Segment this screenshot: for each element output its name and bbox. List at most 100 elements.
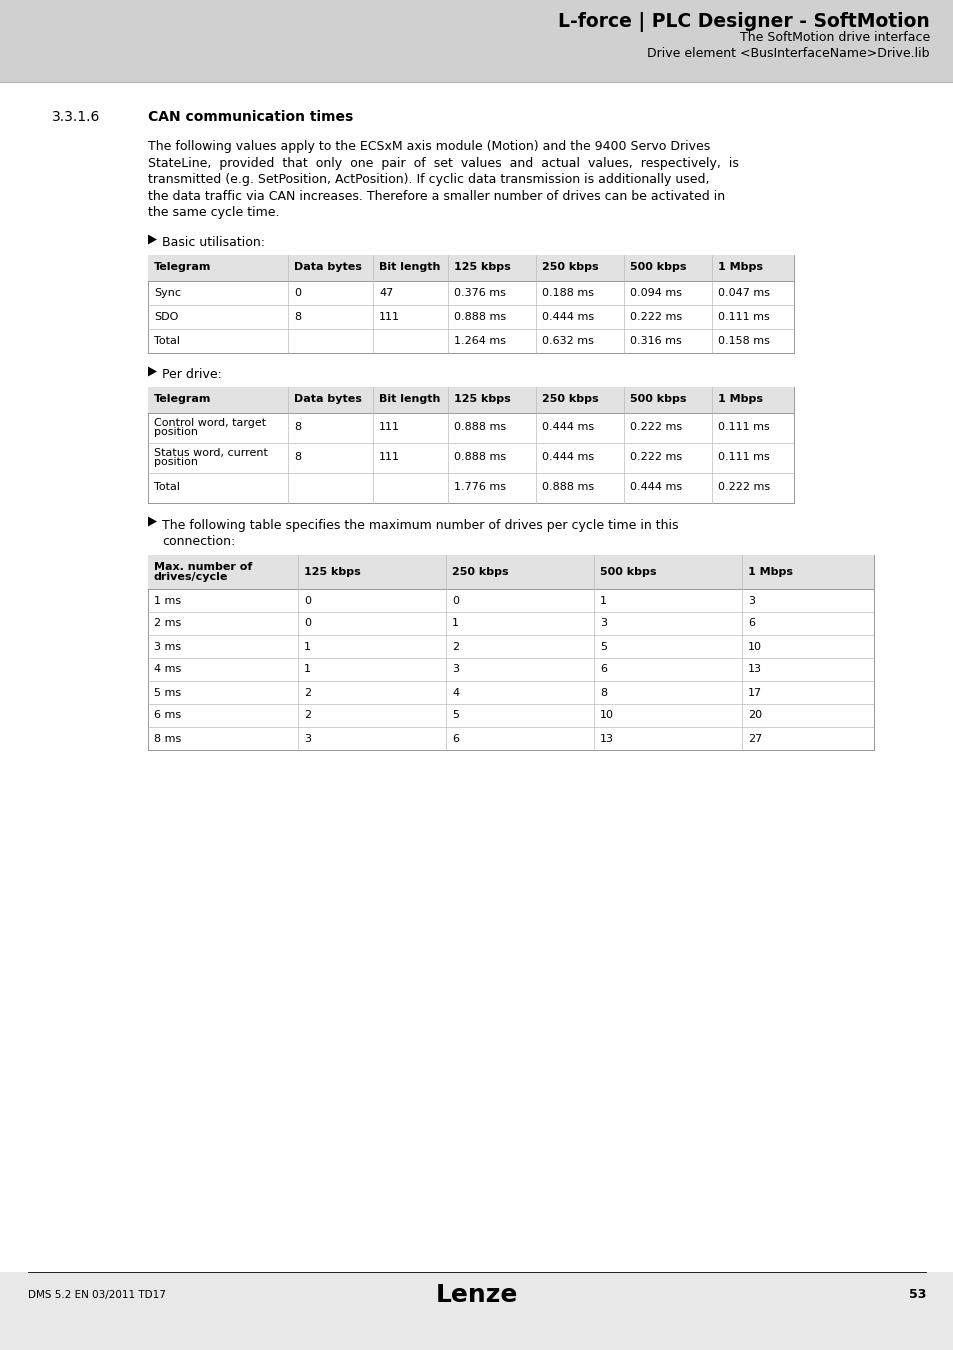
Text: 6: 6: [452, 733, 458, 744]
Text: 0: 0: [452, 595, 458, 606]
Text: 6 ms: 6 ms: [153, 710, 181, 721]
Text: The following table specifies the maximum number of drives per cycle time in thi: The following table specifies the maximu…: [162, 518, 678, 532]
Text: 111: 111: [378, 312, 399, 321]
Text: CAN communication times: CAN communication times: [148, 109, 353, 124]
Bar: [148, 255, 793, 352]
Text: Control word, target: Control word, target: [153, 418, 266, 428]
Text: 13: 13: [599, 733, 614, 744]
Text: transmitted (e.g. SetPosition, ActPosition). If cyclic data transmission is addi: transmitted (e.g. SetPosition, ActPositi…: [148, 173, 709, 186]
Text: 20: 20: [747, 710, 761, 721]
Text: 47: 47: [378, 288, 393, 297]
Text: 3.3.1.6: 3.3.1.6: [52, 109, 100, 124]
Text: 0.094 ms: 0.094 ms: [629, 288, 681, 297]
Text: 0.047 ms: 0.047 ms: [718, 288, 769, 297]
Text: Sync: Sync: [153, 288, 181, 297]
Text: 3 ms: 3 ms: [153, 641, 181, 652]
Text: the same cycle time.: the same cycle time.: [148, 207, 279, 219]
Text: 1 Mbps: 1 Mbps: [718, 262, 762, 273]
Text: Data bytes: Data bytes: [294, 394, 361, 405]
Text: Total: Total: [153, 336, 180, 346]
Polygon shape: [148, 366, 157, 377]
Text: 2: 2: [304, 710, 311, 721]
Text: 13: 13: [747, 664, 761, 675]
Bar: [148, 555, 873, 751]
Text: Per drive:: Per drive:: [162, 369, 222, 382]
Bar: [148, 255, 793, 281]
Text: 500 kbps: 500 kbps: [629, 394, 686, 405]
Text: 1 Mbps: 1 Mbps: [747, 567, 792, 576]
Bar: [0, 0, 953, 82]
Text: 8 ms: 8 ms: [153, 733, 181, 744]
Text: 4: 4: [452, 687, 458, 698]
Text: 10: 10: [747, 641, 761, 652]
Text: Telegram: Telegram: [153, 262, 212, 273]
Text: 0.158 ms: 0.158 ms: [718, 336, 769, 346]
Text: 1: 1: [304, 641, 311, 652]
Text: 0.376 ms: 0.376 ms: [454, 288, 505, 297]
Text: Data bytes: Data bytes: [294, 262, 361, 273]
Text: 0.632 ms: 0.632 ms: [541, 336, 594, 346]
Text: 0.444 ms: 0.444 ms: [541, 423, 594, 432]
Text: 0.888 ms: 0.888 ms: [454, 452, 506, 463]
Text: connection:: connection:: [162, 535, 235, 548]
Text: Drive element <BusInterfaceName>Drive.lib: Drive element <BusInterfaceName>Drive.li…: [647, 47, 929, 59]
Text: 4 ms: 4 ms: [153, 664, 181, 675]
Bar: [148, 555, 873, 589]
Text: 250 kbps: 250 kbps: [452, 567, 508, 576]
Text: 2: 2: [304, 687, 311, 698]
Text: 0.222 ms: 0.222 ms: [629, 452, 681, 463]
Text: Bit length: Bit length: [378, 262, 440, 273]
Text: 5: 5: [452, 710, 458, 721]
Text: 8: 8: [294, 452, 301, 463]
Text: 27: 27: [747, 733, 761, 744]
Text: 0.444 ms: 0.444 ms: [541, 452, 594, 463]
Text: Lenze: Lenze: [436, 1282, 517, 1307]
Bar: [148, 386, 793, 413]
Text: drives/cycle: drives/cycle: [153, 571, 228, 582]
Text: 5: 5: [599, 641, 606, 652]
Text: 0.316 ms: 0.316 ms: [629, 336, 681, 346]
Text: 5 ms: 5 ms: [153, 687, 181, 698]
Text: 1 Mbps: 1 Mbps: [718, 394, 762, 405]
Text: 125 kbps: 125 kbps: [304, 567, 360, 576]
Text: 8: 8: [294, 312, 301, 321]
Text: 0: 0: [294, 288, 301, 297]
Bar: [148, 386, 793, 502]
Text: 0.111 ms: 0.111 ms: [718, 423, 769, 432]
Text: Total: Total: [153, 482, 180, 493]
Text: SDO: SDO: [153, 312, 178, 321]
Text: 250 kbps: 250 kbps: [541, 262, 598, 273]
Text: 0: 0: [304, 618, 311, 629]
Text: L-force | PLC Designer - SoftMotion: L-force | PLC Designer - SoftMotion: [558, 12, 929, 32]
Text: 0.222 ms: 0.222 ms: [629, 423, 681, 432]
Text: 1: 1: [304, 664, 311, 675]
Text: 0.888 ms: 0.888 ms: [454, 423, 506, 432]
Text: 1.776 ms: 1.776 ms: [454, 482, 505, 493]
Text: 0.888 ms: 0.888 ms: [454, 312, 506, 321]
Text: 0.111 ms: 0.111 ms: [718, 452, 769, 463]
Text: the data traffic via CAN increases. Therefore a smaller number of drives can be : the data traffic via CAN increases. Ther…: [148, 189, 724, 202]
Text: 0.111 ms: 0.111 ms: [718, 312, 769, 321]
Text: 111: 111: [378, 423, 399, 432]
Polygon shape: [148, 235, 157, 244]
Text: Telegram: Telegram: [153, 394, 212, 405]
Text: 0.888 ms: 0.888 ms: [541, 482, 594, 493]
Text: 125 kbps: 125 kbps: [454, 262, 510, 273]
Text: 3: 3: [599, 618, 606, 629]
Text: StateLine,  provided  that  only  one  pair  of  set  values  and  actual  value: StateLine, provided that only one pair o…: [148, 157, 739, 170]
Text: position: position: [153, 458, 198, 467]
Text: 500 kbps: 500 kbps: [599, 567, 656, 576]
Text: 2 ms: 2 ms: [153, 618, 181, 629]
Text: 0.222 ms: 0.222 ms: [718, 482, 769, 493]
Text: 10: 10: [599, 710, 614, 721]
Text: 6: 6: [747, 618, 754, 629]
Text: 53: 53: [907, 1288, 925, 1301]
Text: 3: 3: [452, 664, 458, 675]
Text: 17: 17: [747, 687, 761, 698]
Text: 1: 1: [599, 595, 606, 606]
Text: 8: 8: [599, 687, 606, 698]
Text: 0: 0: [304, 595, 311, 606]
Text: 1 ms: 1 ms: [153, 595, 181, 606]
Text: 0.444 ms: 0.444 ms: [629, 482, 681, 493]
Text: 2: 2: [452, 641, 458, 652]
